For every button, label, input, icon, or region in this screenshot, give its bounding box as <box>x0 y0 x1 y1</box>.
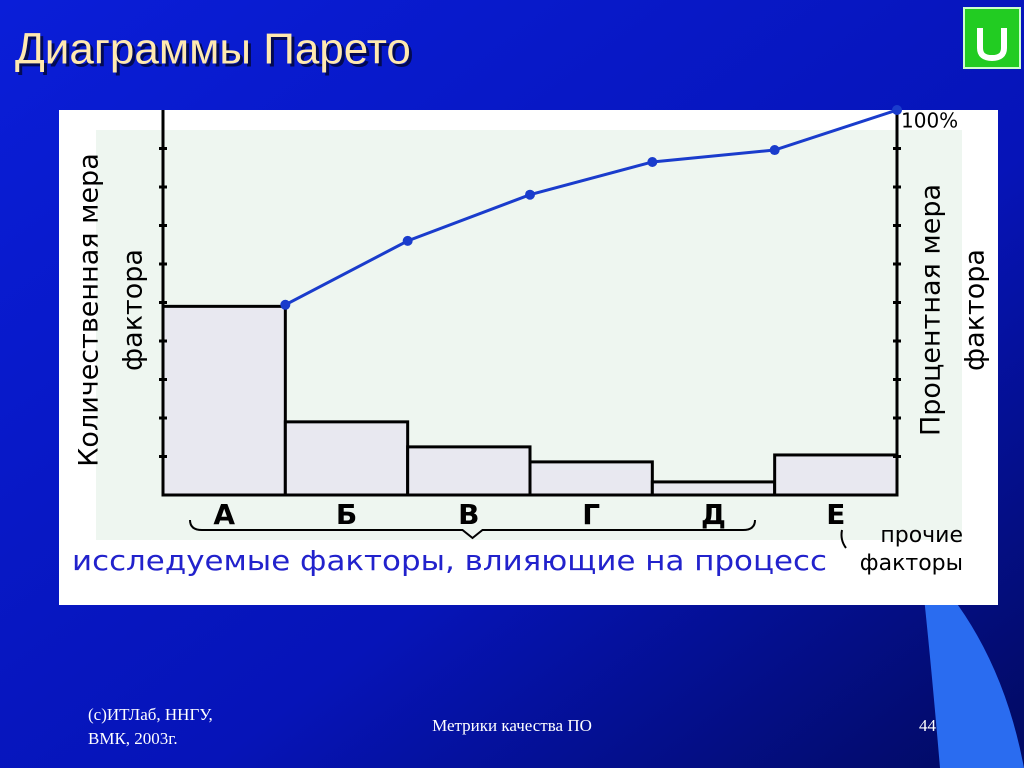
footer-left: (c)ИТЛаб, ННГУ, <box>88 705 213 724</box>
cumulative-point <box>647 156 658 167</box>
y2-axis-title: фактора <box>960 249 991 371</box>
x-tick-label: Д <box>701 498 726 531</box>
slide-title: Диаграммы Парето <box>15 25 411 74</box>
button-icon[interactable] <box>977 28 1007 62</box>
cumulative-point <box>892 105 902 115</box>
cumulative-point <box>280 299 291 310</box>
y-axis-title: фактора <box>118 249 149 371</box>
x-tick-label: Б <box>336 498 357 531</box>
footer-left: ВМК, 2003г. <box>88 729 178 748</box>
bar <box>161 304 287 497</box>
page-number: 44 <box>919 716 937 735</box>
return-button[interactable] <box>963 7 1021 69</box>
other-label: факторы <box>860 551 963 576</box>
x-tick-label: В <box>458 498 479 531</box>
bar <box>650 480 777 497</box>
group-label: исследуемые факторы, влияющие на процесс <box>72 544 827 577</box>
footer-center: Метрики качества ПО <box>432 716 592 735</box>
cumulative-point <box>769 145 780 156</box>
bar <box>406 445 532 497</box>
brace <box>189 519 756 540</box>
brace <box>840 529 847 549</box>
x-tick-label: А <box>213 498 235 531</box>
bar <box>283 420 410 497</box>
cumulative-point <box>525 189 535 200</box>
y2-tick-label: 100% <box>901 109 958 133</box>
x-tick-label: Е <box>826 498 845 531</box>
y2-axis-title: Процентная мера <box>916 184 947 436</box>
y-axis-title: Количественная мера <box>74 153 105 467</box>
other-label: прочие <box>880 523 963 548</box>
bar <box>773 453 899 497</box>
title-shadow: Диаграммы Парето <box>18 28 414 77</box>
bar <box>528 460 654 497</box>
decor <box>920 560 1024 768</box>
x-tick-label: Г <box>582 498 600 531</box>
cumulative-point <box>402 235 413 246</box>
